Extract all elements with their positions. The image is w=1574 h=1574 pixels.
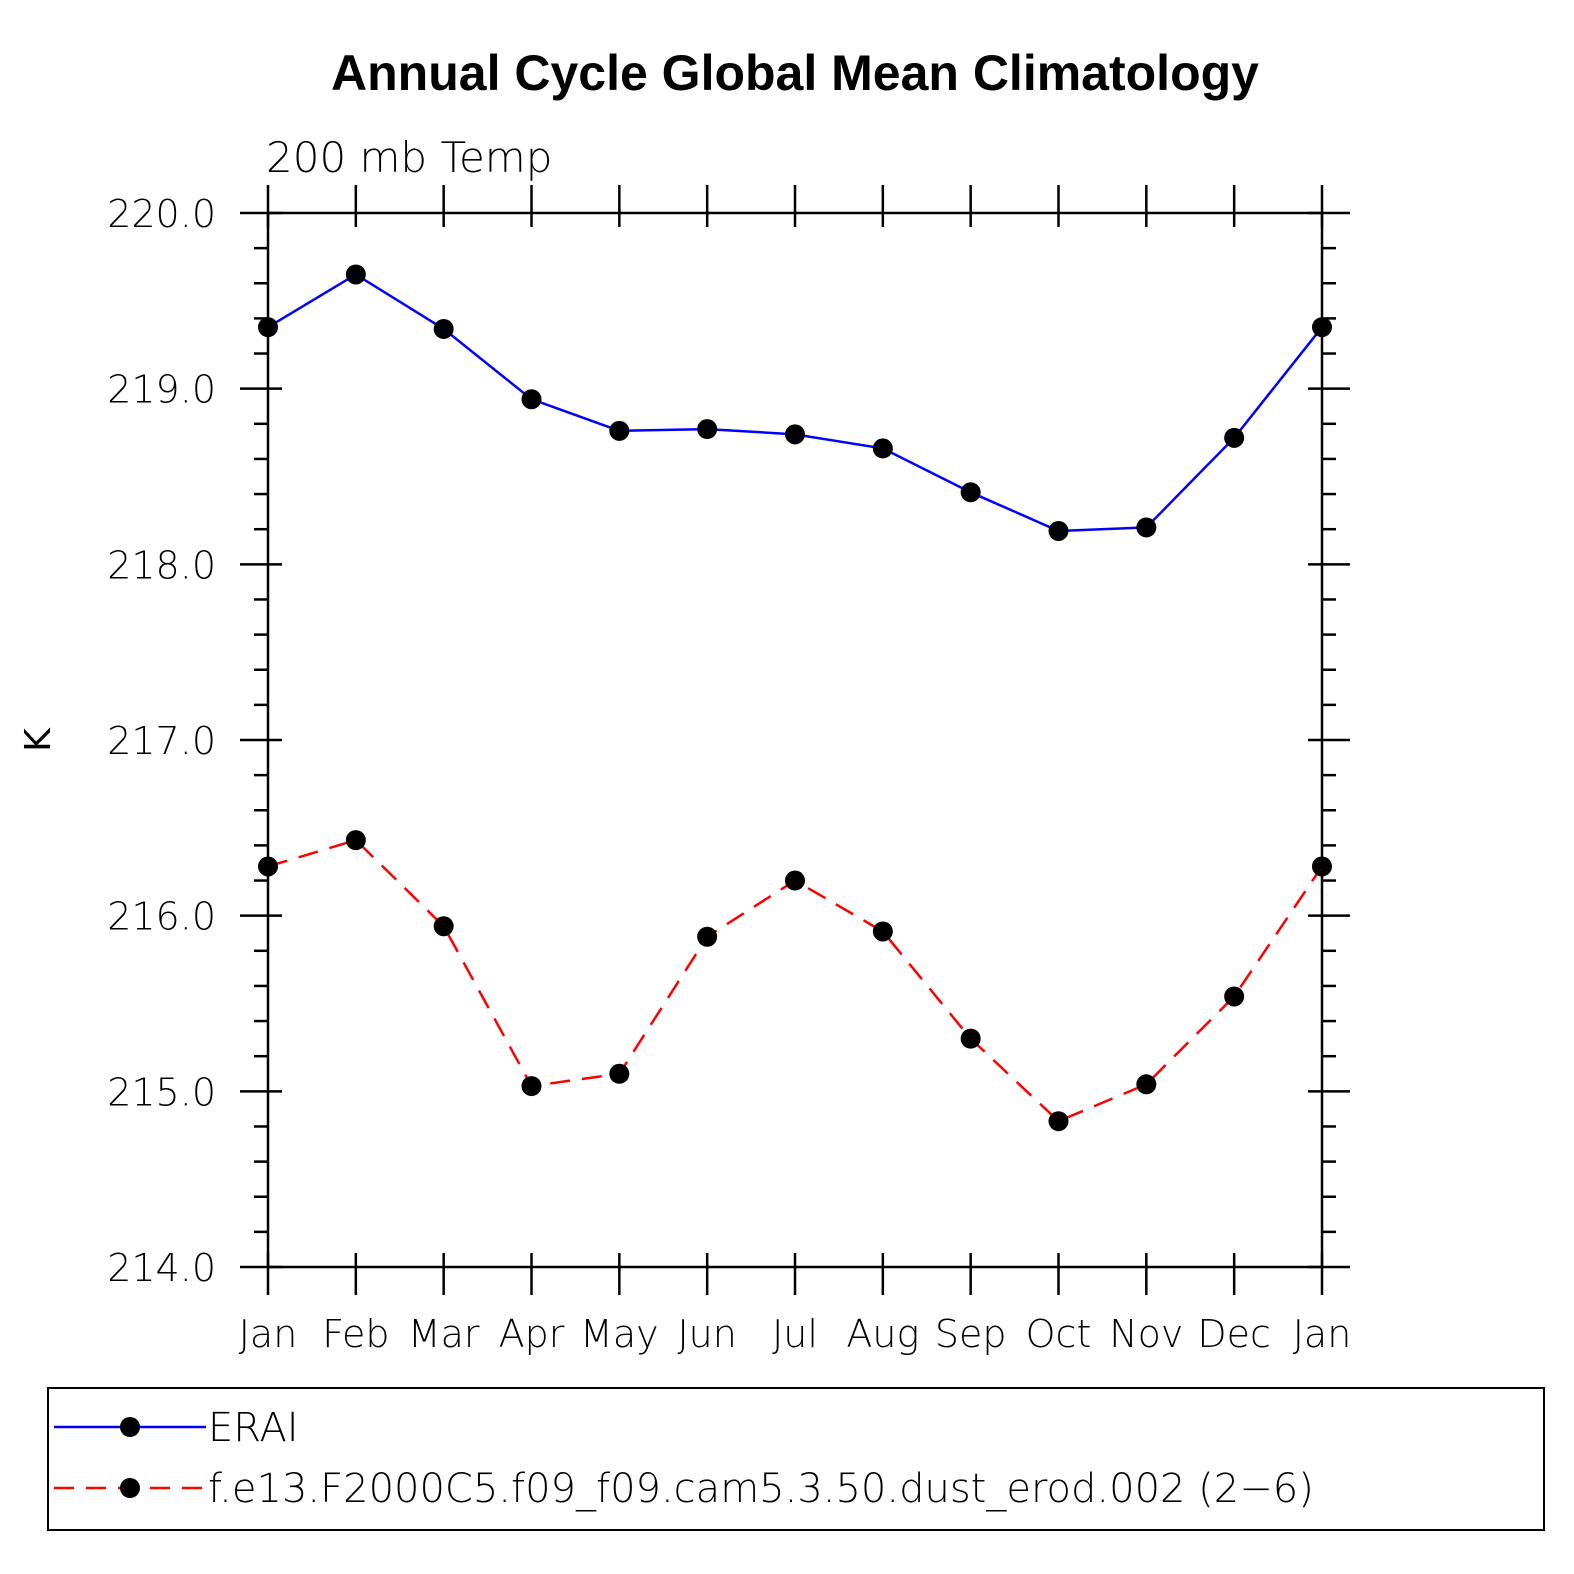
- data-point-series-2: [872, 921, 893, 942]
- data-point-series-1: [1224, 427, 1245, 448]
- data-point-series-2: [697, 926, 718, 947]
- chart-title: Annual Cycle Global Mean Climatology: [331, 45, 1259, 101]
- data-point-series-1: [258, 317, 278, 338]
- y-tick-label: 220.0: [107, 192, 216, 236]
- data-point-series-1: [872, 438, 893, 459]
- data-point-series-1: [1136, 517, 1157, 538]
- data-point-series-2: [433, 916, 454, 937]
- x-tick-label: Apr: [499, 1312, 565, 1356]
- y-tick-label: 219.0: [107, 368, 216, 412]
- x-tick-label: Aug: [846, 1312, 919, 1356]
- x-tick-labels: Jan Feb Mar Apr May Jun Jul Aug Sep Oct Nov Dec Jan: [239, 1312, 1352, 1356]
- x-tick-label: Jun: [677, 1312, 736, 1356]
- legend-marker-2: [120, 1478, 140, 1498]
- data-point-series-1: [960, 482, 981, 503]
- data-point-series-2: [785, 870, 805, 891]
- y-tick-label: 216.0: [107, 895, 216, 939]
- y-tick-label: 215.0: [107, 1070, 216, 1114]
- y-axis-label: K: [18, 727, 59, 752]
- data-point-series-1: [697, 419, 718, 440]
- y-tick-label: 217.0: [107, 719, 216, 763]
- legend-label-2: f.e13.F2000C5.f09_f09.cam5.3.50.dust_ero…: [208, 1466, 1314, 1512]
- data-point-series-2: [1048, 1111, 1069, 1132]
- legend-box: [47, 1387, 1545, 1531]
- plot-frame: [266, 211, 1324, 1269]
- axis-ticks: [240, 185, 1350, 1295]
- series-line-1: [267, 273, 1323, 533]
- data-point-series-2: [521, 1076, 542, 1097]
- data-point-series-2: [1224, 986, 1245, 1007]
- x-tick-label: Sep: [935, 1312, 1007, 1356]
- x-tick-label: May: [580, 1312, 659, 1356]
- data-point-series-2: [258, 856, 278, 877]
- x-tick-label: Jan: [1293, 1312, 1352, 1356]
- data-point-series-2: [1136, 1074, 1157, 1095]
- data-point-series-2: [345, 830, 366, 851]
- data-point-series-1: [1048, 520, 1069, 541]
- data-point-series-1: [345, 264, 366, 285]
- legend: ERAI f.e13.F2000C5.f09_f09.cam5.3.50.dust…: [54, 1405, 1314, 1512]
- data-point-series-1: [609, 420, 630, 441]
- data-point-series-1: [433, 318, 454, 339]
- data-point-series-1: [1312, 317, 1332, 338]
- x-tick-label: Nov: [1109, 1312, 1183, 1356]
- y-tick-label: 218.0: [107, 543, 216, 587]
- legend-marker-1: [120, 1417, 140, 1437]
- series-group: [258, 264, 1332, 1132]
- chart-subtitle: 200 mb Temp: [266, 133, 552, 182]
- x-tick-label: Dec: [1197, 1312, 1271, 1356]
- y-tick-label: 214.0: [107, 1246, 216, 1290]
- data-point-series-2: [1312, 856, 1332, 877]
- x-tick-label: Mar: [408, 1312, 480, 1356]
- data-point-series-1: [785, 424, 805, 445]
- data-point-series-2: [609, 1063, 630, 1084]
- y-tick-labels: 214.0 215.0 216.0 217.0 218.0 219.0 220.0: [107, 192, 216, 1290]
- x-tick-label: Oct: [1026, 1312, 1092, 1356]
- data-point-series-2: [960, 1028, 981, 1049]
- x-tick-label: Jan: [239, 1312, 298, 1356]
- data-point-series-1: [521, 389, 542, 410]
- x-tick-label: Jul: [772, 1312, 818, 1356]
- legend-label-1: ERAI: [208, 1405, 299, 1451]
- x-tick-label: Feb: [322, 1312, 389, 1356]
